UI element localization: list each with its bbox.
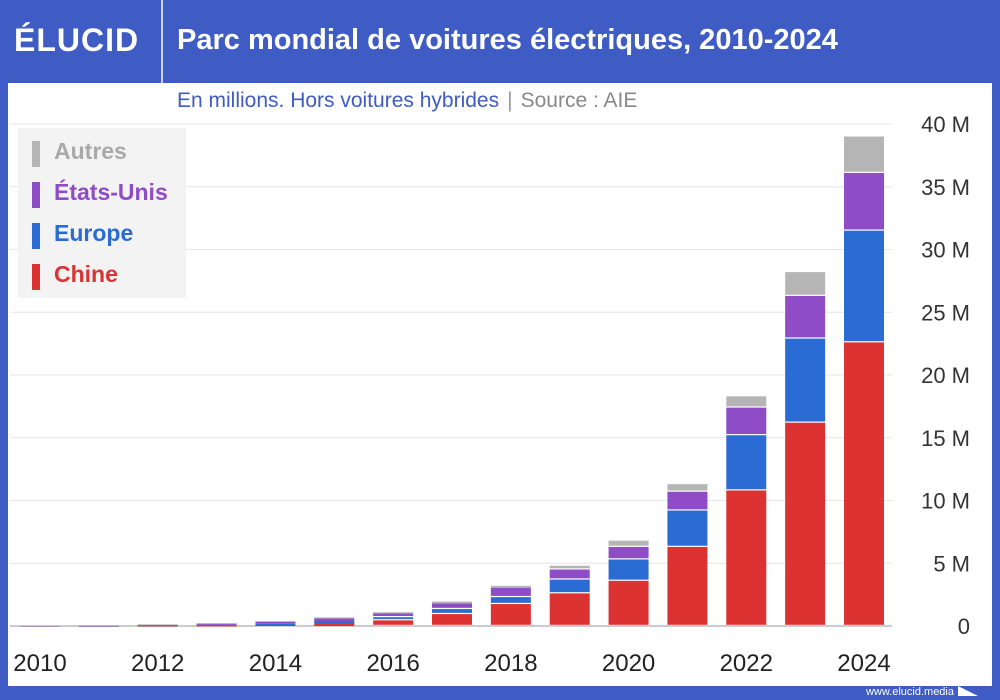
x-tick-label: 2014 <box>249 650 302 677</box>
bar-segment-tatsunis-2016 <box>373 613 414 617</box>
bar-segment-autres-2015 <box>314 617 355 619</box>
y-tick-label: 0 <box>958 614 970 639</box>
subtitle-separator: | <box>507 89 513 112</box>
bar-segment-europe-2016 <box>373 617 414 620</box>
bar-segment-autres-2020 <box>608 540 649 546</box>
bar-segment-europe-2023 <box>785 338 826 422</box>
legend-swatch <box>32 223 40 249</box>
x-tick-label: 2010 <box>13 650 66 677</box>
bar-segment-europe-2017 <box>432 609 472 613</box>
y-tick-label: 20 M <box>921 363 970 388</box>
bar-segment-chine-2022 <box>726 490 767 625</box>
bar-segment-tatsunis-2013 <box>196 623 237 625</box>
bar-segment-tatsunis-2017 <box>432 603 472 608</box>
x-tick-label: 2024 <box>837 650 890 677</box>
elucid-logo: ÉLUCID <box>14 22 140 58</box>
bar-segment-autres-2022 <box>726 396 767 407</box>
bar-segment-chine-2023 <box>785 422 826 625</box>
bar-segment-chine-2013 <box>196 625 237 627</box>
y-tick-label: 35 M <box>921 175 970 200</box>
bar-segment-europe-2012 <box>137 625 178 627</box>
bar-segment-tatsunis-2021 <box>667 491 708 510</box>
bar-segment-tatsunis-2018 <box>490 587 531 596</box>
elucid-flag-icon <box>958 686 978 696</box>
bar-segment-autres-2024 <box>844 136 884 172</box>
bar-segment-europe-2024 <box>844 230 884 342</box>
legend-label: Europe <box>54 220 134 246</box>
x-tick-label: 2018 <box>484 650 537 677</box>
bar-segment-autres-2014 <box>255 620 296 622</box>
bar-segment-autres-2017 <box>432 601 472 604</box>
bar-segment-europe-2018 <box>490 597 531 603</box>
bar-segment-europe-2014 <box>255 623 296 625</box>
bar-segment-tatsunis-2022 <box>726 407 767 435</box>
bar-segment-tatsunis-2019 <box>549 569 590 579</box>
legend-swatch <box>32 182 40 208</box>
x-tick-label: 2020 <box>602 650 655 677</box>
bar-segment-autres-2023 <box>785 272 826 295</box>
bar-segment-tatsunis-2020 <box>608 546 649 559</box>
y-tick-label: 25 M <box>921 300 970 325</box>
bar-segment-autres-2021 <box>667 484 708 491</box>
bar-segment-europe-2015 <box>314 620 355 624</box>
legend-label: Chine <box>54 261 118 287</box>
bar-segment-chine-2016 <box>373 620 414 625</box>
legend-label: Autres <box>54 138 127 164</box>
y-tick-label: 40 M <box>921 112 970 137</box>
bar-segment-chine-2017 <box>432 614 472 625</box>
y-tick-label: 5 M <box>933 551 970 576</box>
y-tick-label: 10 M <box>921 489 970 514</box>
header-divider <box>161 0 163 83</box>
bar-segment-chine-2020 <box>608 580 649 625</box>
y-tick-label: 15 M <box>921 426 970 451</box>
bar-segment-tatsunis-2024 <box>844 172 884 230</box>
bar-segment-tatsunis-2015 <box>314 618 355 621</box>
subtitle-text: En millions. Hors voitures hybrides <box>177 89 500 112</box>
bar-segment-europe-2019 <box>549 579 590 593</box>
chart-title: Parc mondial de voitures électriques, 20… <box>177 24 838 56</box>
bar-segment-autres-2010 <box>20 625 60 627</box>
y-tick-label: 30 M <box>921 238 970 263</box>
legend-swatch <box>32 264 40 290</box>
bar-segment-chine-2015 <box>314 623 355 626</box>
bar-segment-chine-2019 <box>549 593 590 625</box>
bar-segment-europe-2021 <box>667 510 708 546</box>
x-tick-label: 2016 <box>366 650 419 677</box>
bar-segment-autres-2011 <box>78 625 119 627</box>
bar-segment-chine-2018 <box>490 604 531 625</box>
bar-segment-chine-2021 <box>667 546 708 625</box>
bar-segment-europe-2020 <box>608 559 649 580</box>
bar-segment-autres-2013 <box>196 623 237 624</box>
x-tick-label: 2022 <box>720 650 773 677</box>
bar-segment-chine-2014 <box>255 624 296 626</box>
bar-segment-europe-2022 <box>726 435 767 490</box>
legend: Autres États-Unis Europe Chine <box>18 128 186 298</box>
bar-segment-tatsunis-2023 <box>785 295 826 338</box>
footer-url[interactable]: www.elucid.media <box>865 686 954 698</box>
bar-segment-autres-2018 <box>490 585 531 588</box>
bar-segment-tatsunis-2014 <box>255 621 296 624</box>
legend-label: États-Unis <box>54 179 168 205</box>
legend-swatch <box>32 141 40 167</box>
bar-segment-autres-2016 <box>373 612 414 614</box>
bar-segment-chine-2024 <box>844 342 884 625</box>
bar-segment-europe-2013 <box>196 624 237 626</box>
x-tick-label: 2012 <box>131 650 184 677</box>
bar-segment-autres-2019 <box>549 565 590 569</box>
bar-segment-autres-2012 <box>137 624 178 626</box>
chart-subtitle: En millions. Hors voitures hybrides | Sour… <box>177 89 637 113</box>
source-text: Source : AIE <box>520 89 638 112</box>
